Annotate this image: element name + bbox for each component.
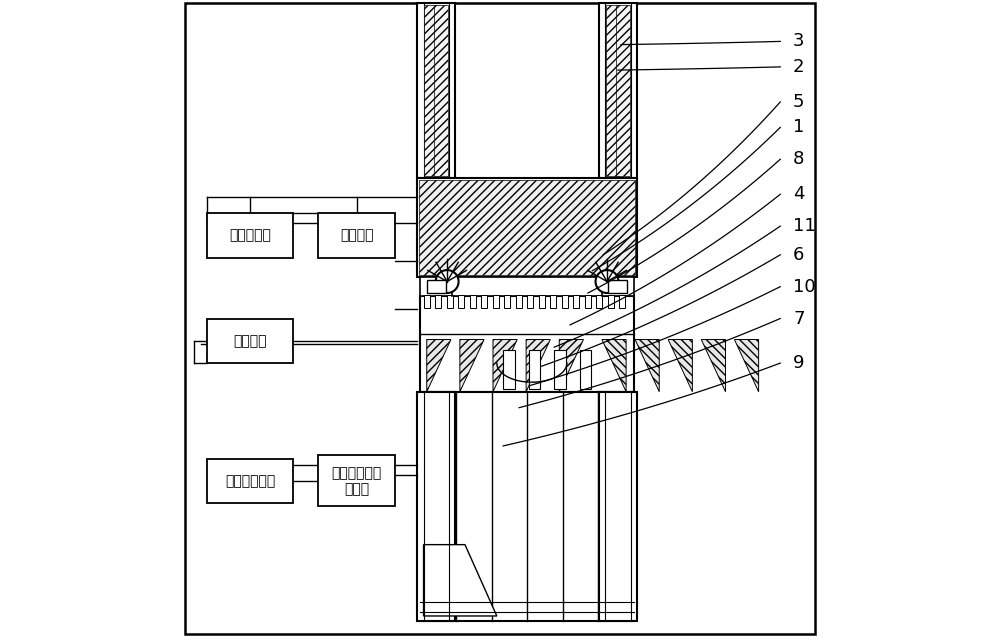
Bar <box>504 295 510 308</box>
Bar <box>529 350 540 389</box>
Bar <box>616 5 630 176</box>
Bar <box>585 295 591 308</box>
Circle shape <box>436 270 459 293</box>
Polygon shape <box>424 545 497 616</box>
Bar <box>435 295 441 308</box>
Bar <box>470 295 476 308</box>
Bar <box>207 213 293 258</box>
Bar <box>516 295 522 308</box>
Bar <box>419 180 635 275</box>
Text: 7: 7 <box>793 310 805 327</box>
Polygon shape <box>559 340 583 392</box>
Bar <box>481 295 487 308</box>
Bar <box>599 3 637 178</box>
Polygon shape <box>701 340 725 392</box>
Bar <box>608 295 614 308</box>
Bar <box>207 318 293 363</box>
Bar <box>562 295 568 308</box>
Text: 10: 10 <box>793 278 816 296</box>
Text: 6: 6 <box>793 246 804 264</box>
Bar <box>424 295 430 308</box>
Text: 5: 5 <box>793 93 805 111</box>
Bar <box>596 295 602 308</box>
Text: 8: 8 <box>793 150 804 168</box>
Polygon shape <box>734 340 759 392</box>
Bar <box>420 392 634 621</box>
Bar <box>424 5 438 176</box>
Bar <box>417 392 455 621</box>
Bar <box>503 350 515 389</box>
Text: 内增压系统: 内增压系统 <box>229 229 271 243</box>
Text: 快速和中速注
水系统: 快速和中速注 水系统 <box>332 466 382 496</box>
Bar <box>554 350 566 389</box>
Bar <box>606 5 620 176</box>
Bar <box>420 296 634 392</box>
Text: 4: 4 <box>793 185 805 203</box>
Text: 11: 11 <box>793 217 816 235</box>
Bar <box>318 455 395 506</box>
Bar <box>619 295 625 308</box>
Bar <box>599 392 637 621</box>
Polygon shape <box>602 340 626 392</box>
Bar <box>434 5 448 176</box>
Text: 2: 2 <box>793 58 805 76</box>
Polygon shape <box>493 340 517 392</box>
Bar <box>318 213 395 258</box>
Text: 9: 9 <box>793 354 805 372</box>
Bar <box>458 295 464 308</box>
Text: 3: 3 <box>793 32 805 50</box>
Text: 冲孔蓄能系统: 冲孔蓄能系统 <box>225 474 275 488</box>
Polygon shape <box>668 340 692 392</box>
Bar <box>493 295 499 308</box>
Circle shape <box>596 270 618 293</box>
Bar <box>527 295 533 308</box>
Text: 1: 1 <box>793 118 804 136</box>
Polygon shape <box>427 340 451 392</box>
Bar <box>608 280 627 293</box>
Polygon shape <box>635 340 659 392</box>
Bar <box>417 178 637 277</box>
Text: 电控系统: 电控系统 <box>233 334 267 348</box>
Bar <box>573 295 579 308</box>
Text: 液压系统: 液压系统 <box>340 229 373 243</box>
Bar <box>420 277 634 296</box>
Bar <box>447 295 453 308</box>
Polygon shape <box>526 340 550 392</box>
Bar <box>427 280 446 293</box>
Bar <box>207 459 293 503</box>
Bar <box>580 350 591 389</box>
Polygon shape <box>460 340 484 392</box>
Bar <box>417 3 455 178</box>
Bar <box>539 295 545 308</box>
Bar <box>550 295 556 308</box>
